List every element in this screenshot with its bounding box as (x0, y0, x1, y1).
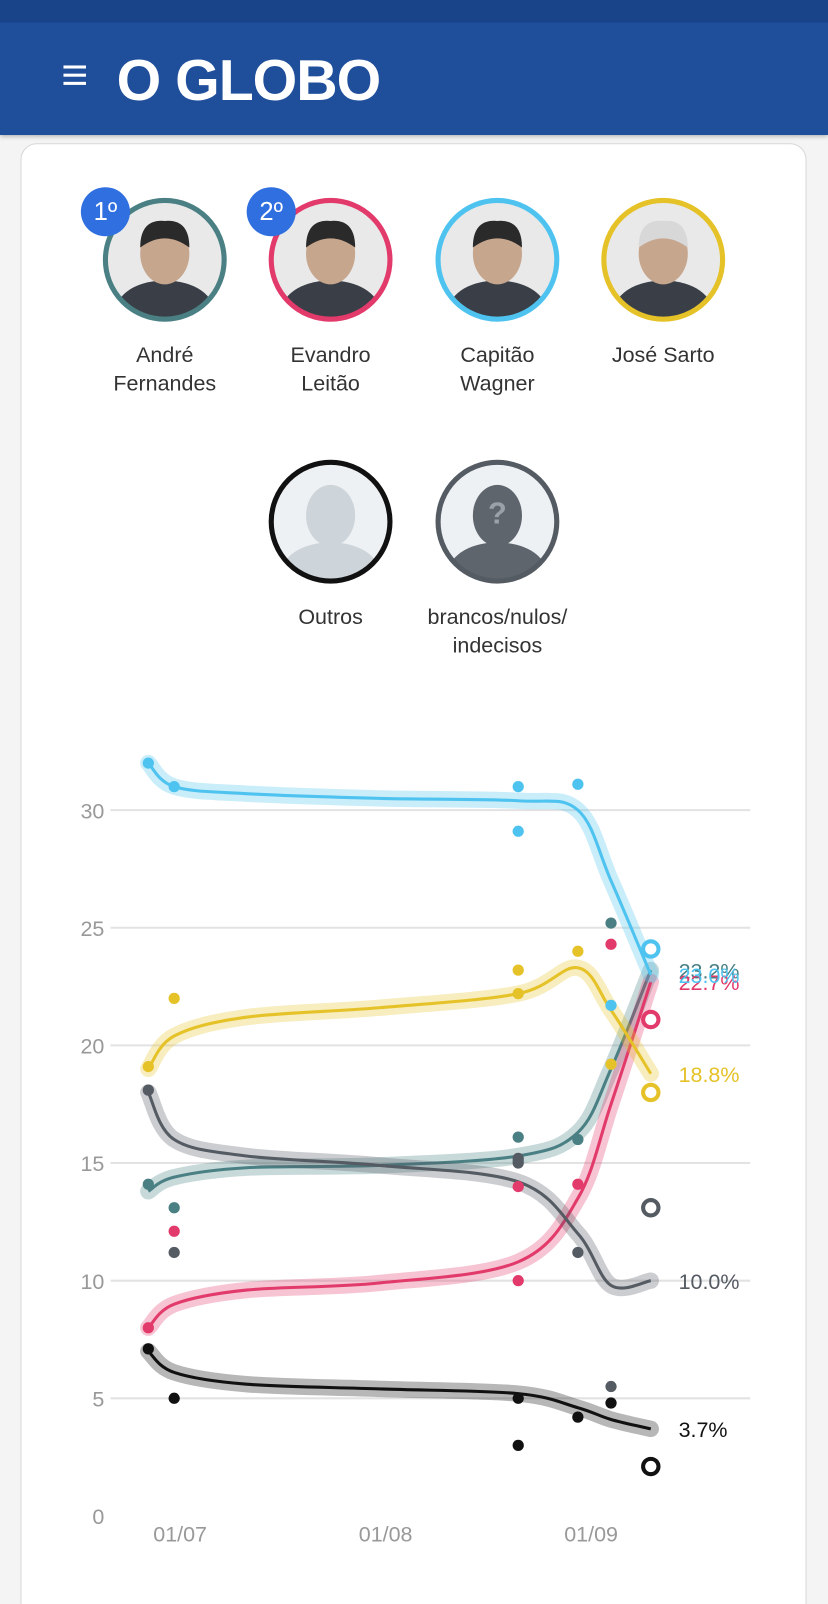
poll-point (572, 1246, 584, 1259)
poll-point (512, 1275, 524, 1287)
trend-line (147, 761, 653, 976)
poll-point (512, 780, 524, 793)
poll-point (168, 780, 180, 793)
avatar-hair (472, 220, 522, 248)
rank-label: 2º (259, 198, 283, 226)
trend-line (147, 981, 653, 1329)
end-label: 23.0% (679, 964, 740, 988)
end-label: 23.2% (679, 959, 740, 983)
poll-point (512, 988, 524, 1000)
rank-badge (246, 187, 296, 237)
menu-icon (63, 81, 86, 85)
poll-point (572, 945, 584, 957)
latest-point (641, 1198, 661, 1218)
poll-point (512, 1439, 524, 1451)
menu-icon[interactable] (63, 65, 86, 69)
x-tick-label: 01/08 (359, 1523, 413, 1547)
trend-line (147, 1350, 652, 1431)
candidate-name: José Sarto (611, 343, 715, 368)
poll-point (512, 825, 524, 837)
poll-point (512, 964, 524, 976)
y-tick-label: 0 (92, 1505, 104, 1529)
avatar-head (306, 484, 356, 547)
y-tick-label: 5 (92, 1387, 104, 1411)
poll-point (142, 1343, 154, 1355)
avatar-ring[interactable] (435, 197, 560, 322)
poll-point (168, 1202, 180, 1214)
poll-point (168, 992, 180, 1004)
avatar-ring[interactable] (102, 197, 227, 322)
poll-point (512, 1131, 524, 1143)
poll-point (168, 1246, 180, 1259)
end-label: 3.7% (679, 1418, 728, 1442)
x-tick-label: 01/09 (564, 1523, 618, 1547)
trend-band (140, 754, 659, 984)
avatar-hair (306, 220, 356, 248)
candidate-name: André Fernandes (113, 343, 217, 396)
poll-point (605, 1058, 617, 1070)
poll-point (512, 1152, 524, 1164)
end-label: 22.7% (679, 971, 740, 995)
latest-point (641, 939, 661, 959)
poll-point (168, 1225, 180, 1237)
poll-point (168, 1392, 180, 1404)
avatar-hair (638, 220, 688, 248)
latest-point (641, 1456, 661, 1477)
poll-point (572, 1133, 584, 1146)
avatar-ring[interactable] (268, 459, 393, 584)
poll-point (142, 1084, 154, 1096)
poll-point (142, 1178, 154, 1190)
poll-point (572, 1178, 584, 1190)
y-tick-label: 30 (80, 799, 104, 823)
x-tick-label: 01/07 (153, 1523, 207, 1547)
poll-point (605, 1397, 617, 1409)
poll-point (605, 999, 617, 1012)
avatar-ring[interactable] (601, 197, 726, 322)
end-label: 18.8% (679, 1063, 740, 1087)
y-tick-label: 20 (80, 1035, 104, 1059)
poll-point (512, 1392, 524, 1404)
latest-point (641, 1009, 661, 1030)
avatar-icon: ? (488, 496, 507, 531)
rank-label: 1º (94, 198, 118, 226)
card (20, 143, 807, 1604)
trend-line (147, 966, 653, 1075)
candidate-name: brancos/nulos/ indecisos (427, 605, 568, 658)
candidate-name: Outros (298, 605, 363, 630)
poll-point (572, 1411, 584, 1423)
y-tick-label: 25 (80, 917, 104, 941)
menu-icon (63, 73, 86, 77)
trend-line (146, 1091, 652, 1290)
end-label: 10.0% (679, 1270, 740, 1294)
poll-point (512, 1180, 524, 1193)
poll-point (605, 917, 617, 929)
poll-point (572, 778, 584, 790)
avatar-ring[interactable] (268, 197, 393, 322)
latest-point (641, 1082, 661, 1103)
avatar (273, 464, 388, 579)
rank-badge (80, 187, 130, 237)
poll-point (605, 938, 617, 950)
poll-point (142, 1060, 154, 1073)
y-tick-label: 10 (80, 1270, 104, 1294)
poll-point (142, 1322, 154, 1334)
poll-point (605, 1380, 617, 1393)
logo[interactable]: O GLOBO (116, 48, 382, 113)
poll-point (142, 757, 154, 769)
candidate-name: Evandro Leitão (290, 343, 371, 396)
y-tick-label: 15 (80, 1152, 104, 1176)
candidate-name: Capitão Wagner (460, 343, 535, 396)
header: O GLOBO (0, 0, 828, 136)
avatar-head (472, 484, 522, 547)
avatar-hair (140, 220, 190, 248)
avatar-ring[interactable] (435, 459, 560, 584)
